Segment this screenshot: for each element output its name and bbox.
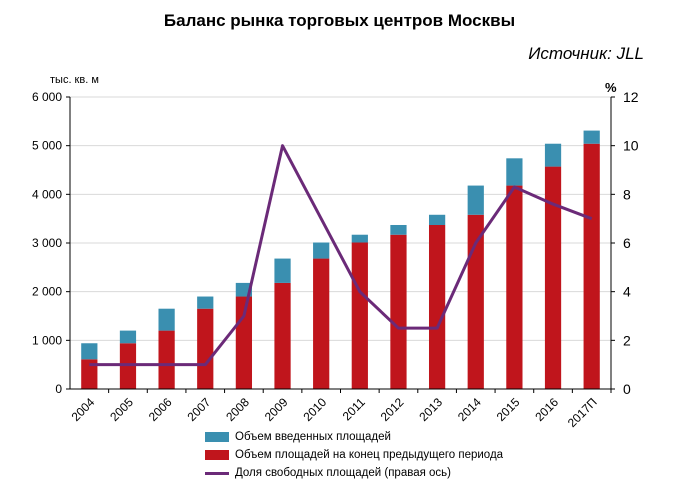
- legend-swatch-vacancy: [205, 471, 229, 475]
- x-tick-label: 2012: [378, 395, 407, 424]
- bar-new-supply: [467, 185, 484, 215]
- x-tick-label: 2017П: [565, 395, 600, 430]
- bar-new-supply: [351, 234, 368, 243]
- vacancy-line: [89, 144, 593, 367]
- y-left-tick-label: 2 000: [32, 285, 62, 299]
- x-tick-label: 2006: [146, 395, 175, 424]
- bar-new-supply: [313, 242, 330, 259]
- bar-new-supply: [544, 143, 562, 167]
- legend-label-new-supply: Объем введенных площадей: [235, 431, 391, 443]
- bars: [81, 130, 600, 389]
- x-tick-label: 2016: [532, 395, 561, 424]
- bar-prev-stock: [583, 143, 600, 389]
- legend-swatch-prev-stock: [205, 450, 229, 460]
- x-tick-label: 2014: [455, 395, 484, 424]
- legend-label-prev-stock: Объем площадей на конец предыдущего пери…: [235, 449, 504, 461]
- bar-prev-stock: [351, 242, 368, 389]
- bar-new-supply: [583, 130, 600, 144]
- bar-new-supply: [390, 224, 407, 235]
- chart-source: Источник: JLL: [528, 44, 644, 63]
- y-left-tick-label: 6 000: [32, 90, 62, 104]
- bar-new-supply: [274, 258, 291, 283]
- axes: 0 1 000 2 000 3 000 4 000 5 000 6 000 0 2 4 6 8 10 12…: [32, 89, 639, 430]
- legend-label-vacancy: Доля свободных площадей (правая ось): [235, 467, 451, 479]
- x-tick-label: 2010: [300, 395, 329, 424]
- gridlines: [70, 96, 611, 341]
- x-tick-label: 2004: [69, 395, 98, 424]
- y-left-tick-label: 0: [55, 382, 62, 396]
- legend-item-vacancy: Доля свободных площадей (правая ось): [205, 464, 503, 482]
- x-tick-label: 2015: [494, 395, 523, 424]
- bar-prev-stock: [274, 282, 291, 389]
- y-right-tick-label: 2: [623, 332, 631, 348]
- bar-prev-stock: [81, 359, 98, 389]
- bar-prev-stock: [467, 214, 484, 389]
- x-tick-label: 2007: [185, 395, 214, 424]
- bar-prev-stock: [506, 185, 523, 389]
- x-tick-label: 2011: [340, 395, 368, 423]
- y-right-axis-label: %: [605, 80, 617, 95]
- x-tick-label: 2005: [107, 395, 136, 424]
- bar-prev-stock: [313, 258, 330, 389]
- y-right-tick-label: 12: [623, 89, 639, 105]
- x-tick-label: 2013: [416, 395, 445, 424]
- legend: Объем введенных площадей Объем площадей …: [205, 428, 503, 482]
- x-tick-label: 2009: [262, 395, 291, 424]
- legend-item-new-supply: Объем введенных площадей: [205, 428, 503, 446]
- vacancy-line-layer: [89, 144, 593, 367]
- bar-prev-stock: [158, 330, 175, 389]
- y-left-tick-label: 5 000: [32, 139, 62, 153]
- bar-new-supply: [428, 214, 446, 225]
- y-right-tick-label: 10: [623, 138, 639, 154]
- bar-new-supply: [81, 343, 98, 360]
- legend-item-prev-stock: Объем площадей на конец предыдущего пери…: [205, 446, 503, 464]
- chart-title: Баланс рынка торговых центров Москвы: [163, 11, 516, 30]
- y-left-tick-label: 1 000: [32, 333, 62, 347]
- bar-prev-stock: [544, 166, 562, 389]
- y-left-tick-label: 4 000: [32, 187, 62, 201]
- y-right-tick-label: 4: [623, 284, 631, 300]
- bar-new-supply: [119, 330, 137, 344]
- y-right-tick-label: 6: [623, 235, 631, 251]
- bar-prev-stock: [390, 234, 407, 389]
- bar-prev-stock: [197, 308, 214, 389]
- legend-swatch-new-supply: [205, 432, 229, 442]
- y-right-tick-label: 0: [623, 381, 631, 397]
- x-tick-label: 2008: [223, 395, 252, 424]
- bar-prev-stock: [428, 224, 446, 389]
- bar-new-supply: [158, 308, 175, 331]
- bar-new-supply: [197, 296, 214, 309]
- y-left-axis-label: тыс. кв. м: [50, 74, 99, 86]
- y-left-tick-label: 3 000: [32, 236, 62, 250]
- y-right-tick-label: 8: [623, 186, 631, 202]
- bar-new-supply: [506, 158, 523, 186]
